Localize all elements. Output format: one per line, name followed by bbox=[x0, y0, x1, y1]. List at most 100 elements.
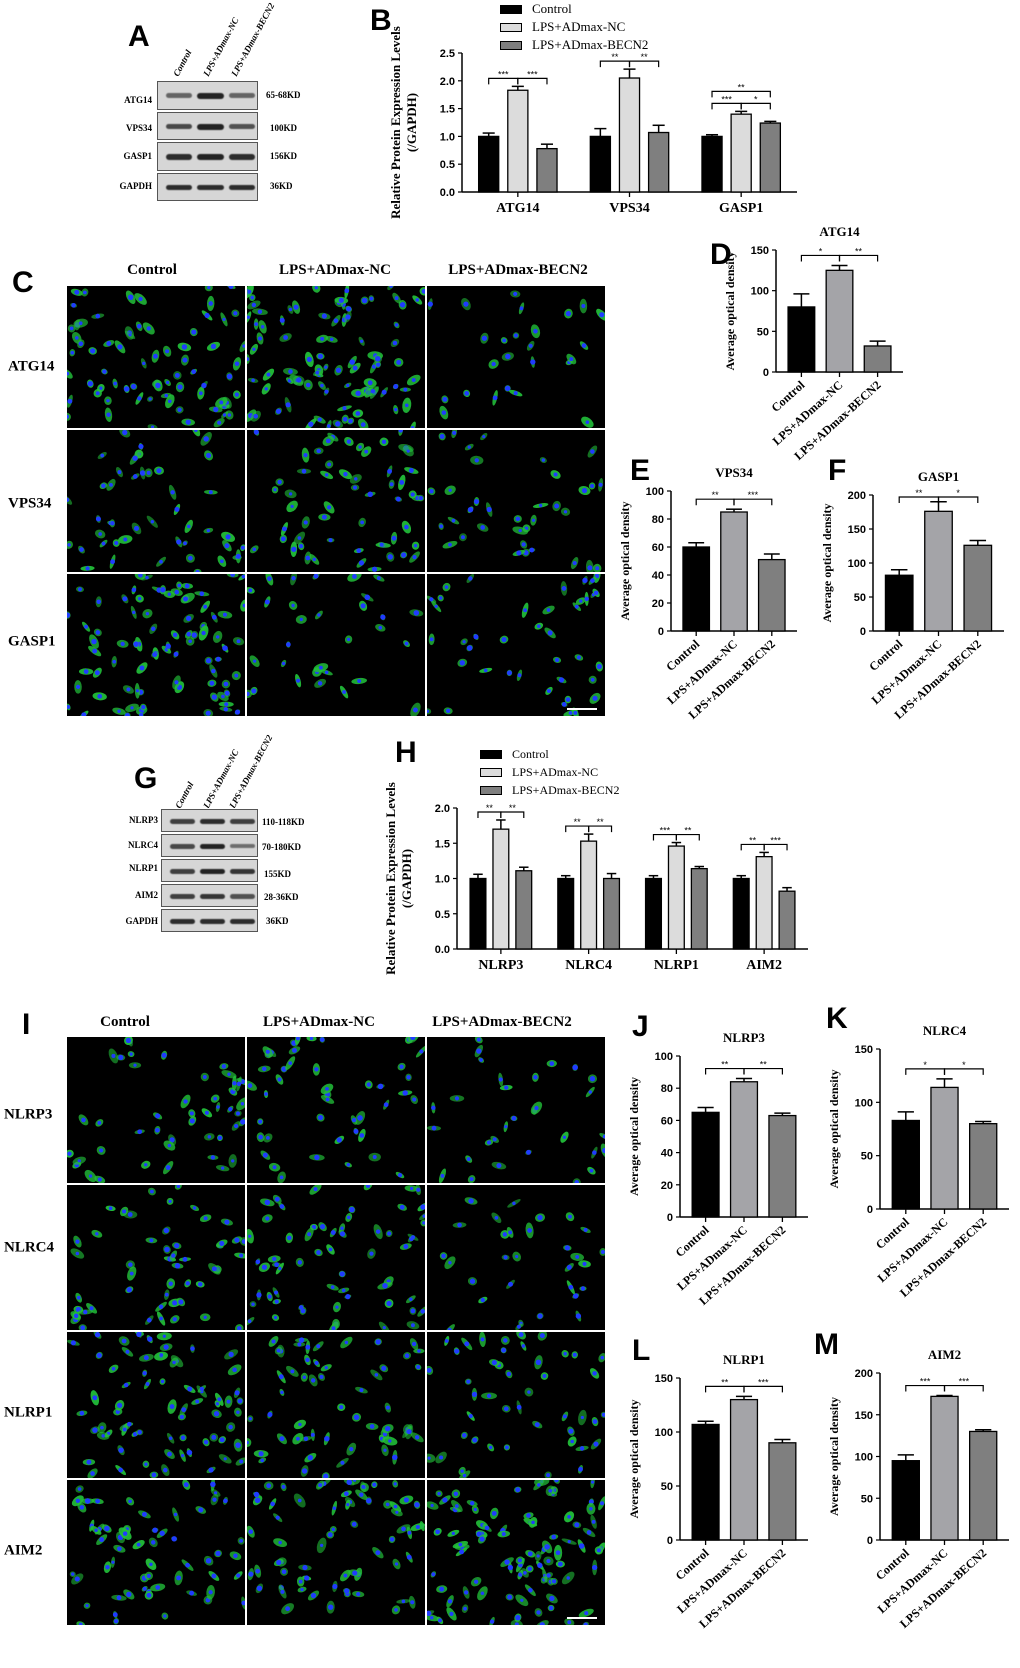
cell-nucleus bbox=[320, 1543, 324, 1547]
cell-nucleus bbox=[355, 390, 361, 397]
cell-nucleus bbox=[181, 344, 188, 350]
cell-nucleus bbox=[568, 1284, 574, 1290]
cell-nucleus bbox=[171, 1535, 177, 1541]
cell-nucleus bbox=[494, 1215, 499, 1220]
cell-nucleus bbox=[280, 536, 286, 542]
cell-nucleus bbox=[142, 361, 146, 366]
cell-nucleus bbox=[210, 1481, 216, 1487]
cell-nucleus bbox=[75, 1251, 80, 1255]
cell-nucleus bbox=[74, 336, 79, 340]
cell-nucleus bbox=[395, 496, 401, 502]
cell-nucleus bbox=[330, 337, 334, 342]
cell-nucleus bbox=[338, 297, 344, 303]
legend-item-control: Control bbox=[480, 745, 619, 763]
cell-nucleus bbox=[67, 543, 71, 547]
cell-nucleus bbox=[402, 1090, 408, 1096]
cell-nucleus bbox=[165, 349, 170, 354]
cell-nucleus bbox=[155, 1584, 161, 1590]
legend-item-nc: LPS+ADmax-NC bbox=[500, 18, 648, 36]
bar bbox=[701, 135, 723, 193]
fluorescence-image bbox=[67, 1332, 245, 1478]
cell-nucleus bbox=[188, 555, 193, 561]
size-label: 36KD bbox=[270, 181, 293, 191]
cell-nucleus bbox=[184, 583, 190, 589]
bar bbox=[969, 1430, 998, 1541]
cell-nucleus bbox=[519, 306, 524, 311]
cell-nucleus bbox=[236, 1325, 242, 1330]
y-tick-label: 200 bbox=[848, 490, 866, 502]
cell-nucleus bbox=[99, 386, 103, 390]
cell-nucleus bbox=[172, 632, 178, 638]
cell-nucleus bbox=[141, 704, 146, 710]
significance-bracket: ** bbox=[675, 826, 700, 841]
cell-nucleus bbox=[176, 1574, 182, 1580]
cell-nucleus bbox=[288, 492, 293, 496]
cell-nucleus bbox=[521, 542, 526, 547]
protein-label: AIM2 bbox=[135, 890, 158, 900]
cell-nucleus bbox=[100, 453, 105, 458]
cell-nucleus bbox=[170, 490, 175, 495]
cell-nucleus bbox=[323, 1473, 329, 1478]
cell-nucleus bbox=[379, 542, 384, 547]
legend-swatch bbox=[500, 4, 522, 14]
cell-nucleus bbox=[474, 458, 479, 463]
cell-nucleus bbox=[240, 1102, 245, 1106]
cell-nucleus bbox=[204, 312, 210, 318]
cell-nucleus bbox=[327, 1603, 334, 1610]
bar bbox=[759, 122, 782, 193]
significance-label: *** bbox=[920, 1377, 931, 1387]
cell-nucleus bbox=[156, 468, 162, 474]
cell-nucleus bbox=[152, 652, 158, 658]
cell-nucleus bbox=[279, 317, 285, 323]
cell-nucleus bbox=[95, 313, 101, 319]
cell-nucleus bbox=[228, 1424, 233, 1430]
panel-label-i: I bbox=[22, 1008, 31, 1041]
cell-nucleus bbox=[516, 550, 522, 556]
y-tick-label: 150 bbox=[848, 524, 866, 536]
cell-nucleus bbox=[256, 1585, 263, 1591]
cell-nucleus bbox=[537, 1312, 543, 1319]
cell-nucleus bbox=[328, 538, 333, 543]
cell-nucleus bbox=[331, 1325, 336, 1330]
cell-nucleus bbox=[207, 286, 211, 290]
cell-nucleus bbox=[351, 1117, 357, 1123]
legend-item-becn2: LPS+ADmax-BECN2 bbox=[500, 36, 648, 54]
significance-label: ** bbox=[760, 1060, 768, 1070]
bar bbox=[492, 828, 510, 950]
cell-nucleus bbox=[255, 1259, 261, 1264]
cell-nucleus bbox=[81, 712, 87, 716]
cell-nucleus bbox=[228, 286, 234, 289]
cell-nucleus bbox=[403, 1243, 409, 1249]
cell-nucleus bbox=[342, 690, 347, 694]
cell-nucleus bbox=[586, 1529, 592, 1535]
cell-nucleus bbox=[151, 1472, 157, 1478]
cell-nucleus bbox=[561, 702, 567, 707]
cell-nucleus bbox=[248, 1571, 254, 1577]
cell-nucleus bbox=[512, 1201, 516, 1205]
cell-nucleus bbox=[546, 608, 551, 612]
cell-nucleus bbox=[327, 1531, 333, 1537]
bar bbox=[863, 345, 892, 373]
cell-nucleus bbox=[508, 1229, 513, 1234]
cell-nucleus bbox=[333, 318, 339, 324]
cell-nucleus bbox=[315, 370, 320, 375]
y-tick-label: 100 bbox=[855, 1097, 873, 1109]
cell-nucleus bbox=[213, 1490, 218, 1495]
cell-nucleus bbox=[191, 329, 197, 335]
column-header: Control bbox=[100, 1014, 150, 1030]
significance-label: * bbox=[956, 488, 960, 498]
cell-nucleus bbox=[270, 1501, 275, 1506]
significance-bracket: *** bbox=[488, 69, 519, 85]
cell-nucleus bbox=[448, 488, 452, 492]
cell-nucleus bbox=[343, 471, 348, 477]
cell-nucleus bbox=[75, 1238, 80, 1244]
cell-nucleus bbox=[129, 1271, 134, 1275]
cell-nucleus bbox=[76, 1295, 81, 1300]
cell-nucleus bbox=[539, 1333, 545, 1339]
cell-nucleus bbox=[234, 709, 241, 715]
cell-nucleus bbox=[215, 1550, 221, 1556]
significance-bracket: ** bbox=[628, 52, 660, 68]
cell-nucleus bbox=[383, 1102, 389, 1108]
cell-nucleus bbox=[572, 1064, 578, 1071]
cell-nucleus bbox=[272, 1256, 277, 1261]
